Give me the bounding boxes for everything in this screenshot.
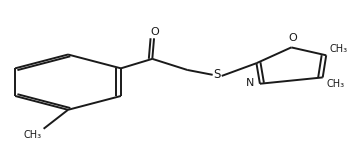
Text: CH₃: CH₃ (326, 79, 344, 89)
Text: O: O (150, 27, 159, 37)
Text: N: N (246, 78, 255, 88)
Text: CH₃: CH₃ (330, 44, 348, 54)
Text: CH₃: CH₃ (24, 130, 42, 140)
Text: S: S (213, 68, 221, 81)
Text: O: O (289, 33, 297, 43)
